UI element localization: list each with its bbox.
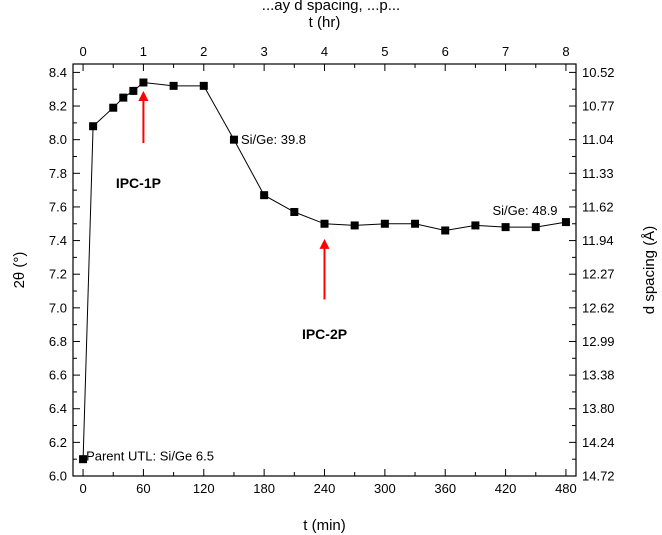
x-top-tick-label: 5 xyxy=(381,44,388,59)
partial-top-text: ...ay d spacing, ...p... xyxy=(262,0,400,14)
annotations: Parent UTL: Si/Ge 6.5 Si/Ge: 39.8 Si/Ge: 4… xyxy=(86,132,557,463)
data-point xyxy=(260,191,269,200)
x-top-tick-label: 0 xyxy=(79,44,86,59)
y-left-tick-label: 8.0 xyxy=(49,132,67,147)
data-point xyxy=(199,81,208,90)
si-ge-annotation: Si/Ge: 48.9 xyxy=(493,203,558,218)
x-top-tick-label: 6 xyxy=(442,44,449,59)
y-right-tick-label: 13.80 xyxy=(582,401,615,416)
y-right-tick-label: 11.33 xyxy=(582,166,614,181)
y-left-tick-label: 6.0 xyxy=(49,469,67,484)
si-ge-annotation: Parent UTL: Si/Ge 6.5 xyxy=(86,448,214,463)
ticks xyxy=(73,64,576,477)
x-bottom-tick-label: 240 xyxy=(314,481,336,496)
data-point xyxy=(129,86,138,95)
tick-labels: 0 60 120 180 240 300 360 420 480 0 1 2 3 4 5 6 7 8 6.0 6.2 6… xyxy=(49,44,615,496)
y-right-tick-label: 11.62 xyxy=(582,199,614,214)
y-right-tick-label: 14.24 xyxy=(582,435,615,450)
y-right-tick-label: 10.52 xyxy=(582,65,615,80)
x-bottom-axis-title: t (min) xyxy=(303,517,346,534)
y-left-tick-label: 7.4 xyxy=(49,233,67,248)
y-left-axis-title: 2θ (°) xyxy=(11,252,28,289)
data-point xyxy=(119,93,128,102)
y-right-tick-label: 12.27 xyxy=(582,267,615,282)
x-bottom-tick-label: 360 xyxy=(434,481,456,496)
y-left-tick-label: 7.2 xyxy=(49,267,67,282)
data-point xyxy=(471,221,480,230)
series xyxy=(79,78,570,464)
x-top-tick-label: 1 xyxy=(140,44,147,59)
x-bottom-tick-label: 60 xyxy=(136,481,150,496)
y-right-tick-label: 11.04 xyxy=(582,132,614,147)
data-point xyxy=(320,219,329,228)
si-ge-annotation: Si/Ge: 39.8 xyxy=(241,132,306,147)
x-bottom-tick-label: 480 xyxy=(555,481,577,496)
y-left-tick-label: 7.8 xyxy=(49,166,67,181)
arrows xyxy=(138,90,330,300)
y-left-tick-label: 6.6 xyxy=(49,368,67,383)
y-right-tick-label: 13.38 xyxy=(582,368,615,383)
data-point xyxy=(411,219,420,228)
data-point xyxy=(380,219,389,228)
x-bottom-tick-label: 180 xyxy=(253,481,275,496)
y-left-tick-label: 8.2 xyxy=(49,99,67,114)
y-right-axis-title: d spacing (Å) xyxy=(641,226,658,314)
data-point xyxy=(79,455,88,464)
y-right-tick-label: 10.77 xyxy=(582,99,615,114)
x-top-tick-label: 2 xyxy=(200,44,207,59)
x-top-tick-label: 3 xyxy=(261,44,268,59)
phase-label: IPC-1P xyxy=(116,175,161,191)
x-top-tick-label: 4 xyxy=(321,44,328,59)
y-left-tick-label: 7.0 xyxy=(49,300,67,315)
phase-label: IPC-2P xyxy=(302,326,347,342)
data-point xyxy=(229,135,238,144)
y-left-tick-label: 8.4 xyxy=(49,65,67,80)
data-point xyxy=(441,226,450,235)
y-right-tick-label: 14.72 xyxy=(582,469,615,484)
x-top-axis-title: t (hr) xyxy=(309,14,341,31)
data-point xyxy=(139,78,148,87)
x-bottom-tick-label: 300 xyxy=(374,481,396,496)
data-point xyxy=(290,207,299,216)
data-point xyxy=(89,122,98,131)
data-point xyxy=(169,81,178,90)
data-point xyxy=(109,103,118,112)
x-bottom-tick-label: 0 xyxy=(79,481,86,496)
y-left-tick-label: 6.4 xyxy=(49,401,67,416)
y-left-tick-label: 6.2 xyxy=(49,435,67,450)
data-point xyxy=(531,223,540,232)
y-left-tick-label: 7.6 xyxy=(49,199,67,214)
x-top-tick-label: 8 xyxy=(562,44,569,59)
x-bottom-tick-label: 120 xyxy=(193,481,215,496)
y-right-tick-label: 12.62 xyxy=(582,300,615,315)
x-top-tick-label: 7 xyxy=(502,44,509,59)
data-point xyxy=(350,221,359,230)
y-left-tick-label: 6.8 xyxy=(49,334,67,349)
y-right-tick-label: 11.94 xyxy=(582,233,614,248)
data-point xyxy=(561,218,570,227)
y-right-tick-label: 12.99 xyxy=(582,334,615,349)
x-bottom-tick-label: 420 xyxy=(495,481,517,496)
data-point xyxy=(501,223,510,232)
